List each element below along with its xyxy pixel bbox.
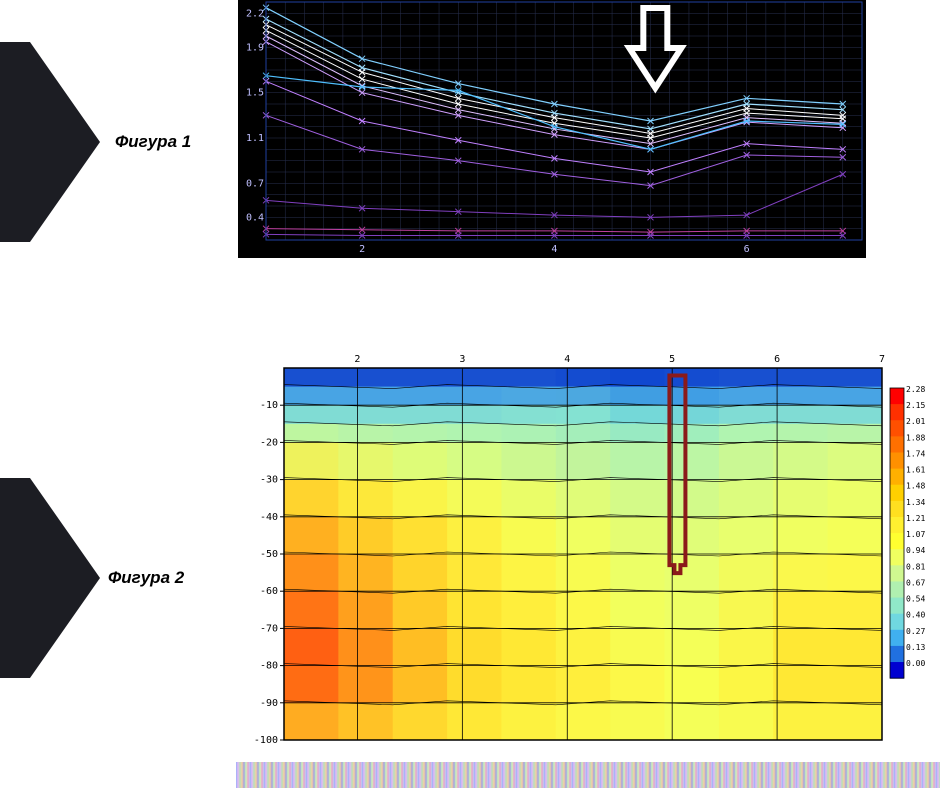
svg-text:1.88: 1.88	[906, 433, 925, 442]
svg-text:2.2: 2.2	[246, 8, 264, 19]
svg-text:0.13: 0.13	[906, 643, 925, 652]
svg-text:5: 5	[669, 354, 675, 365]
svg-text:1.07: 1.07	[906, 530, 925, 539]
svg-text:6: 6	[774, 354, 780, 365]
svg-text:1.21: 1.21	[906, 514, 925, 523]
svg-text:1.5: 1.5	[246, 88, 264, 99]
svg-text:0.4: 0.4	[246, 212, 264, 223]
svg-text:0.54: 0.54	[906, 595, 925, 604]
chart-2-svg: 2 3 4 5 6 7 -10 -20 -30 -40 -50 -60 -70 -80 -90 -100 2.2…	[236, 348, 936, 748]
svg-text:0.40: 0.40	[906, 611, 925, 620]
svg-text:-10: -10	[260, 400, 278, 411]
svg-text:-30: -30	[260, 475, 278, 486]
svg-text:0.7: 0.7	[246, 178, 264, 189]
svg-text:2: 2	[354, 354, 360, 365]
svg-text:-100: -100	[254, 735, 278, 746]
figure-1-pointer	[0, 42, 100, 242]
svg-text:3: 3	[459, 354, 465, 365]
svg-text:-70: -70	[260, 623, 278, 634]
chart-1: 0.4 0.7 1.1 1.5 1.9 2.2 2 4 6	[238, 0, 866, 258]
svg-text:-80: -80	[260, 661, 278, 672]
svg-text:-60: -60	[260, 586, 278, 597]
figure-2-label: Фигура 2	[108, 568, 184, 588]
svg-text:0.81: 0.81	[906, 562, 925, 571]
svg-text:-50: -50	[260, 549, 278, 560]
svg-text:2.15: 2.15	[906, 401, 925, 410]
figure-2-pointer	[0, 478, 100, 678]
svg-text:1.9: 1.9	[246, 42, 264, 53]
svg-text:-90: -90	[260, 698, 278, 709]
svg-text:7: 7	[879, 354, 885, 365]
svg-text:0.67: 0.67	[906, 578, 925, 587]
chart-1-svg: 0.4 0.7 1.1 1.5 1.9 2.2 2 4 6	[238, 0, 866, 258]
svg-text:4: 4	[551, 244, 557, 255]
svg-text:1.74: 1.74	[906, 449, 925, 458]
svg-text:0.00: 0.00	[906, 659, 925, 668]
svg-text:2.28: 2.28	[906, 385, 925, 394]
svg-text:2.01: 2.01	[906, 417, 925, 426]
svg-text:-20: -20	[260, 437, 278, 448]
noise-strip	[236, 762, 940, 788]
svg-text:0.27: 0.27	[906, 627, 925, 636]
figure-1-label: Фигура 1	[115, 132, 191, 152]
svg-text:1.34: 1.34	[906, 498, 925, 507]
svg-text:1.61: 1.61	[906, 466, 925, 475]
svg-text:2: 2	[359, 244, 365, 255]
svg-text:4: 4	[564, 354, 570, 365]
svg-text:6: 6	[744, 244, 750, 255]
svg-text:-40: -40	[260, 512, 278, 523]
chart-2: 2 3 4 5 6 7 -10 -20 -30 -40 -50 -60 -70 -80 -90 -100 2.2…	[236, 348, 936, 748]
svg-text:0.94: 0.94	[906, 546, 925, 555]
svg-text:1.48: 1.48	[906, 482, 925, 491]
svg-text:1.1: 1.1	[246, 133, 264, 144]
